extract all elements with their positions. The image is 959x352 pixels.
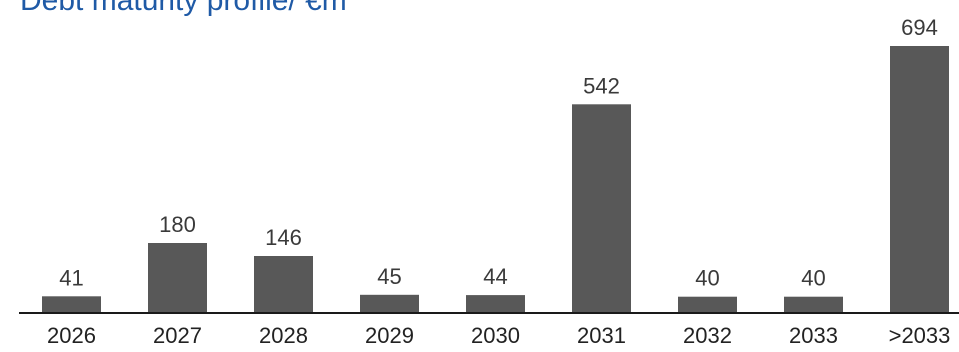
value-label-2030: 44 bbox=[483, 264, 507, 289]
value-label-2029: 45 bbox=[377, 264, 401, 289]
value-labels-group: 41 180 146 45 44 542 40 40 694 bbox=[59, 15, 938, 291]
bar-2028 bbox=[254, 256, 313, 312]
x-tick-2028: 2028 bbox=[259, 323, 308, 348]
value-label-2028: 146 bbox=[265, 225, 302, 250]
x-tick-2031: 2031 bbox=[577, 323, 626, 348]
bar-2031 bbox=[572, 104, 631, 312]
value-label-2031: 542 bbox=[583, 73, 620, 98]
x-tick-labels-group: 2026 2027 2028 2029 2030 2031 2032 2033 >2033 bbox=[47, 323, 950, 348]
x-tick-2027: 2027 bbox=[153, 323, 202, 348]
value-label-2033: 40 bbox=[801, 266, 825, 291]
value-label-2027: 180 bbox=[159, 212, 196, 237]
value-label-after-2033: 694 bbox=[901, 15, 938, 40]
bar-2027 bbox=[148, 243, 207, 312]
x-tick-2029: 2029 bbox=[365, 323, 414, 348]
x-tick-2033: 2033 bbox=[789, 323, 838, 348]
chart-title: Debt maturity profile/ €m bbox=[20, 0, 347, 17]
bars-group bbox=[42, 46, 949, 312]
bar-after-2033 bbox=[890, 46, 949, 312]
x-tick-2026: 2026 bbox=[47, 323, 96, 348]
bar-2029 bbox=[360, 294, 419, 312]
bar-2032 bbox=[678, 296, 737, 312]
value-label-2026: 41 bbox=[59, 265, 83, 290]
x-tick-after-2033: >2033 bbox=[889, 323, 951, 348]
value-label-2032: 40 bbox=[695, 266, 719, 291]
bar-2033 bbox=[784, 296, 843, 312]
bar-2030 bbox=[466, 295, 525, 312]
x-tick-2030: 2030 bbox=[471, 323, 520, 348]
bar-2026 bbox=[42, 296, 101, 312]
x-tick-2032: 2032 bbox=[683, 323, 732, 348]
